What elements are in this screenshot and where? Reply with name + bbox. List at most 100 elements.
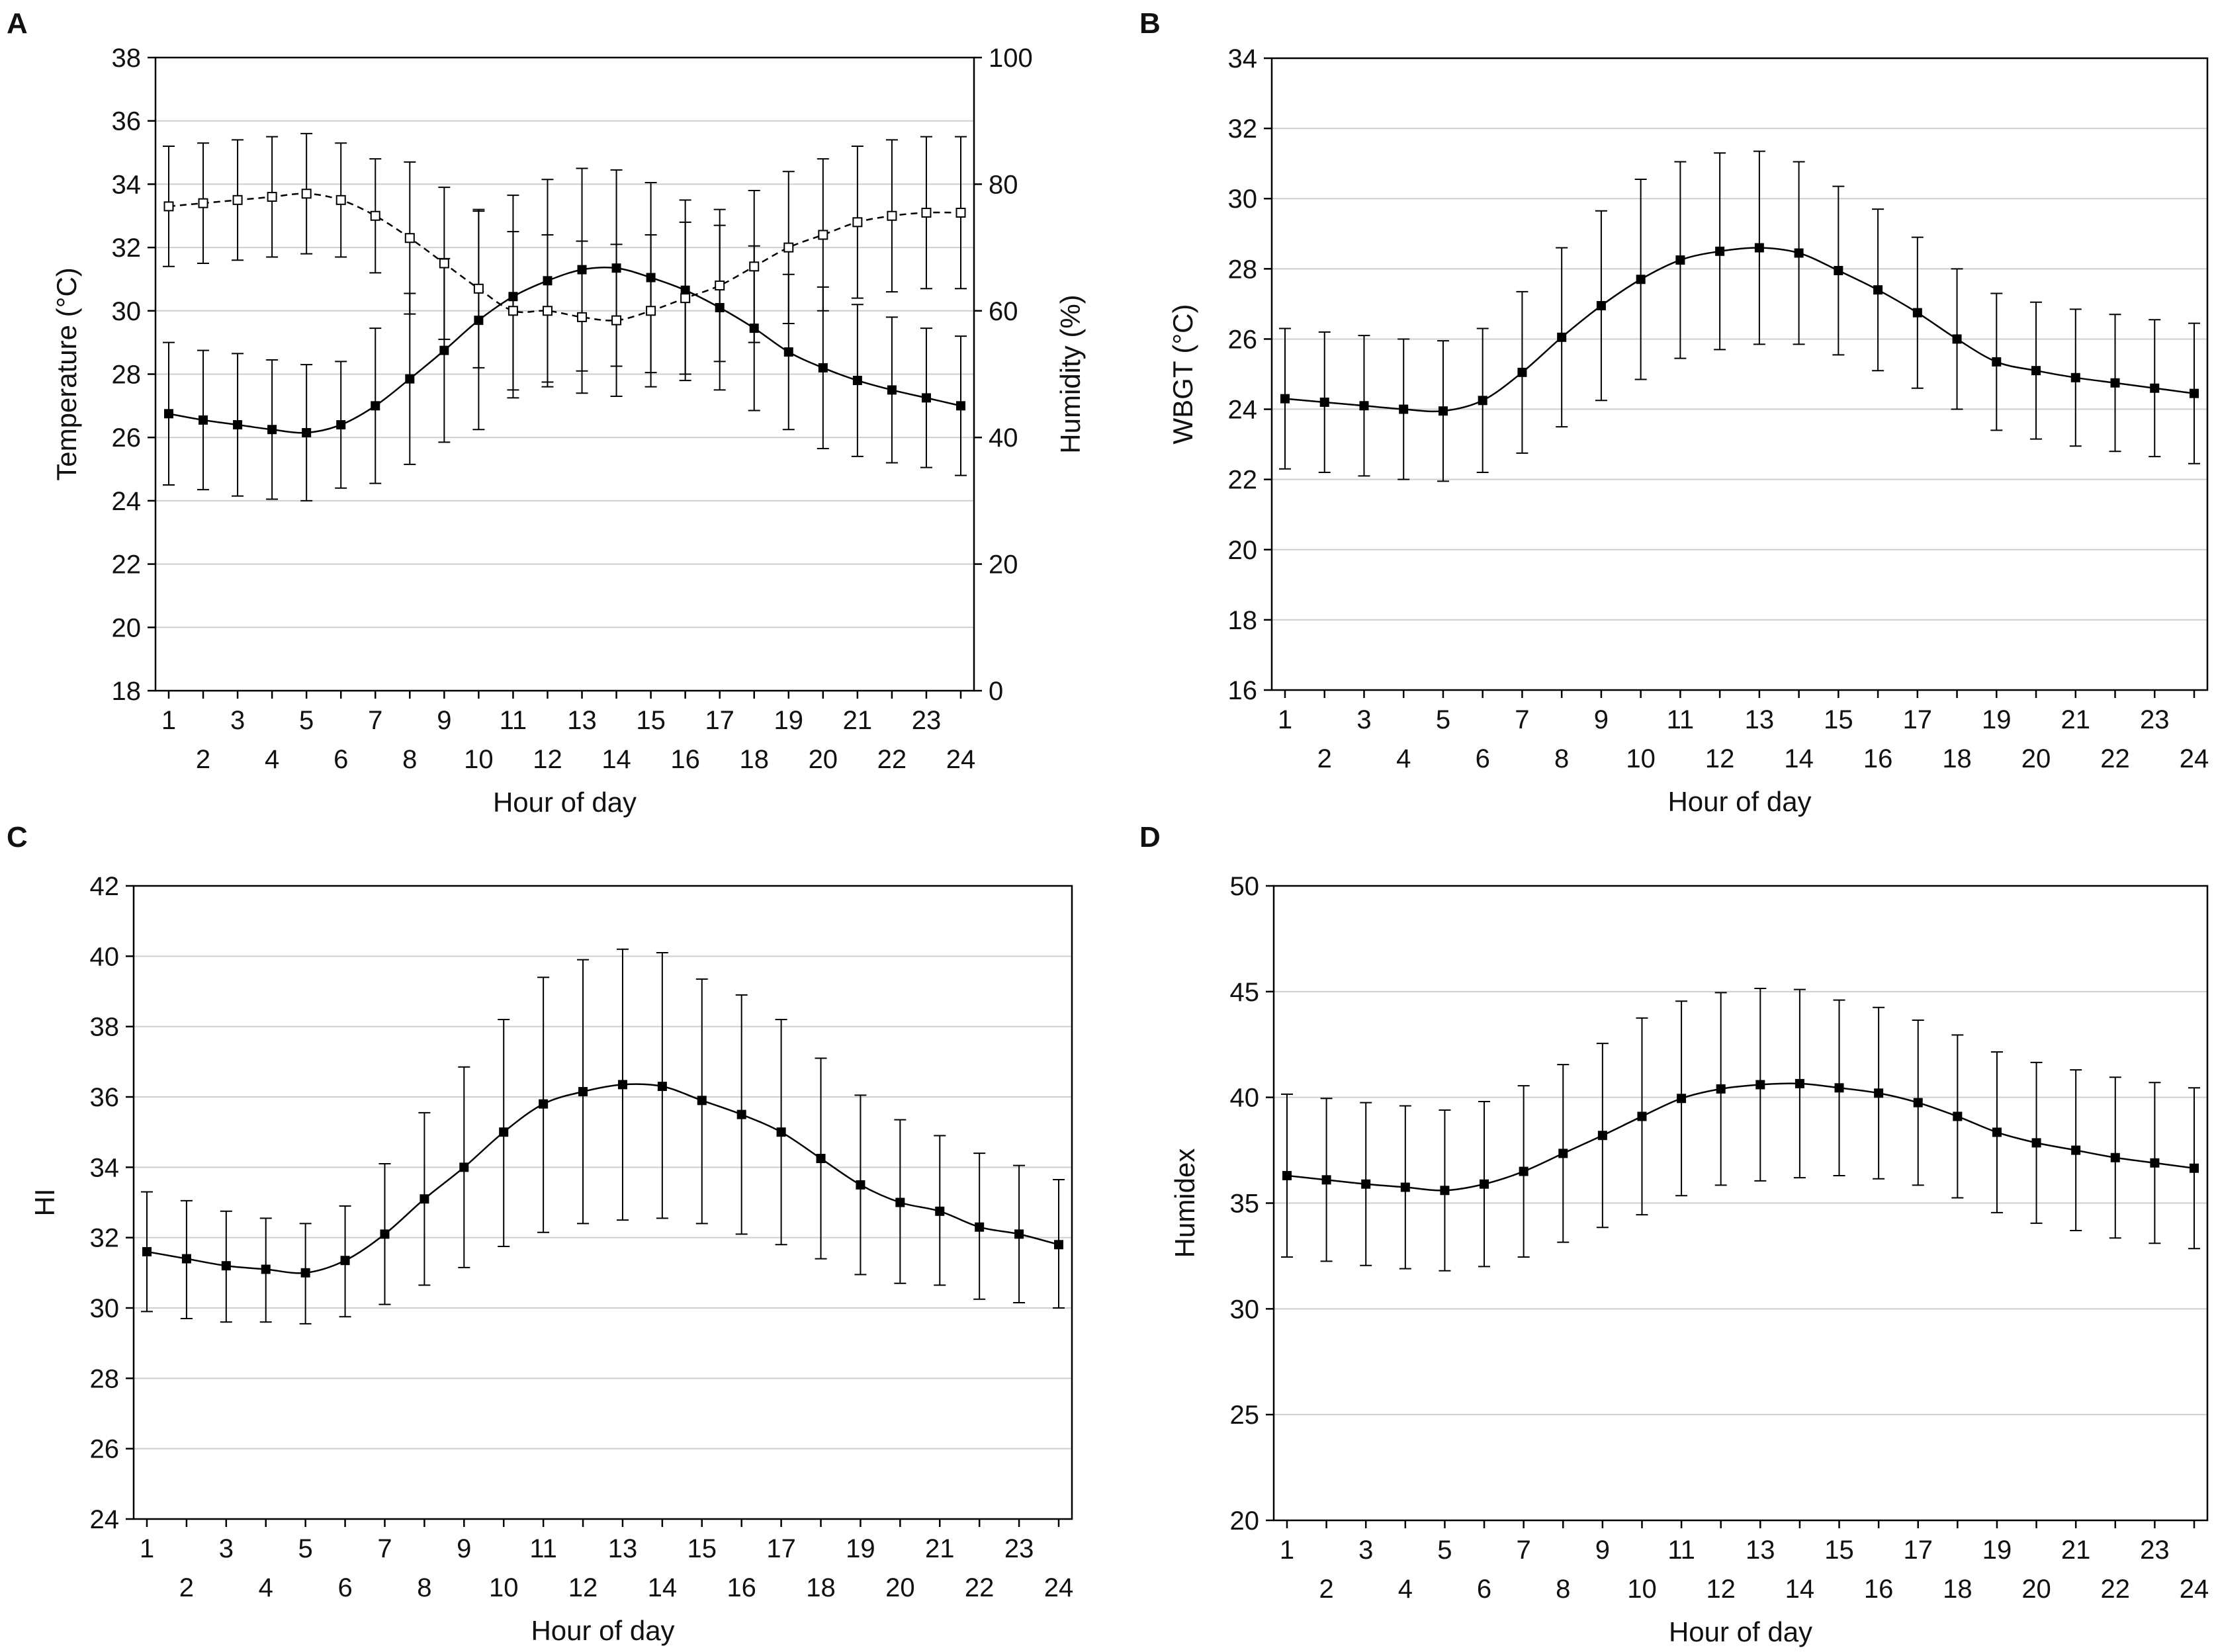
x-tick-label: 4 — [259, 1573, 273, 1602]
y2-tick-label: 40 — [989, 423, 1018, 453]
x-tick-label: 7 — [377, 1534, 392, 1563]
data-point — [164, 409, 173, 419]
data-point — [1636, 275, 1646, 284]
panel-letter: D — [1139, 821, 1161, 853]
x-tick-label: 10 — [464, 745, 494, 774]
y-tick-label: 34 — [1228, 44, 1258, 73]
y2-tick-label: 20 — [989, 550, 1018, 580]
data-point — [1519, 1166, 1529, 1176]
x-tick-label: 22 — [965, 1573, 995, 1602]
y-axis-label: HI — [29, 1189, 60, 1217]
y-tick-label: 20 — [112, 613, 142, 642]
data-point — [921, 207, 932, 218]
x-tick-label: 9 — [1595, 1536, 1610, 1565]
data-point — [736, 1109, 746, 1119]
x-tick-label: 9 — [457, 1534, 471, 1563]
x-tick-label: 3 — [230, 706, 245, 735]
data-point — [2110, 1152, 2120, 1162]
data-point — [921, 393, 931, 403]
data-point — [439, 258, 449, 269]
x-tick-label: 23 — [912, 706, 942, 735]
y-tick-label: 50 — [1230, 872, 1260, 901]
y-tick-label: 26 — [112, 423, 142, 453]
x-tick-label: 3 — [219, 1534, 234, 1563]
y-tick-label: 28 — [112, 361, 142, 390]
x-tick-label: 16 — [670, 745, 700, 774]
x-tick-label: 6 — [337, 1573, 352, 1602]
x-tick-label: 20 — [809, 745, 838, 774]
x-tick-label: 13 — [608, 1534, 638, 1563]
data-point — [439, 345, 449, 355]
x-tick-label: 9 — [437, 706, 451, 735]
x-tick-label: 18 — [1942, 744, 1972, 773]
data-point — [852, 376, 862, 386]
x-axis-label: Hour of day — [1669, 1616, 1812, 1647]
y-axis-label: Humidex — [1169, 1149, 1200, 1258]
x-tick-label: 10 — [1626, 744, 1656, 773]
panel-letter: A — [7, 7, 28, 40]
y-tick-label: 36 — [90, 1083, 120, 1112]
data-point — [818, 363, 828, 372]
x-axis-label: Hour of day — [531, 1615, 674, 1646]
x-tick-label: 2 — [179, 1573, 194, 1602]
data-point — [2150, 383, 2160, 393]
x-tick-label: 3 — [1358, 1536, 1373, 1565]
series-humidity — [163, 132, 967, 397]
series-temperature — [163, 167, 967, 501]
x-tick-label: 17 — [1903, 705, 1933, 734]
y-tick-label: 26 — [90, 1435, 120, 1464]
x-tick-label: 22 — [2100, 744, 2130, 773]
data-point — [1675, 255, 1685, 265]
x-tick-label: 18 — [1943, 1575, 1972, 1604]
x-tick-label: 5 — [1436, 705, 1450, 734]
data-point — [1438, 406, 1448, 416]
data-point — [1795, 1078, 1804, 1088]
x-tick-label: 11 — [500, 706, 527, 735]
x-tick-label: 9 — [1594, 705, 1609, 734]
data-point — [1399, 404, 1409, 414]
data-point — [267, 192, 277, 202]
data-point — [783, 242, 794, 253]
y-tick-label: 18 — [112, 677, 142, 706]
x-tick-label: 1 — [140, 1534, 154, 1563]
data-point — [577, 312, 588, 322]
data-point — [1992, 357, 2002, 367]
x-tick-label: 4 — [265, 745, 279, 774]
data-point — [1912, 308, 1922, 318]
x-tick-label: 23 — [2140, 705, 2170, 734]
x-tick-label: 15 — [1824, 705, 1853, 734]
y-tick-label: 28 — [1228, 255, 1258, 284]
y-tick-label: 26 — [1228, 325, 1258, 354]
x-tick-label: 14 — [1784, 744, 1814, 773]
x-tick-label: 19 — [774, 706, 804, 735]
x-tick-label: 15 — [687, 1534, 717, 1563]
data-point — [816, 1154, 826, 1164]
data-point — [1992, 1127, 2002, 1137]
data-point — [956, 401, 965, 411]
y-tick-label: 24 — [112, 487, 142, 516]
data-point — [142, 1246, 152, 1256]
x-tick-label: 6 — [1477, 1575, 1491, 1604]
data-point — [2070, 372, 2080, 382]
data-point — [657, 1082, 667, 1092]
data-point — [1558, 1149, 1568, 1158]
data-point — [697, 1096, 707, 1106]
y-tick-label: 32 — [90, 1224, 120, 1253]
y-tick-label: 16 — [1228, 676, 1258, 705]
y-tick-label: 42 — [90, 872, 120, 901]
data-point — [2150, 1158, 2160, 1168]
x-tick-label: 18 — [739, 745, 769, 774]
series-line — [1284, 247, 2195, 413]
data-point — [1677, 1094, 1687, 1104]
y-tick-label: 28 — [90, 1364, 120, 1393]
data-point — [267, 425, 277, 435]
data-point — [1282, 1170, 1292, 1180]
data-point — [1913, 1098, 1923, 1108]
data-point — [261, 1264, 271, 1274]
x-tick-label: 1 — [1278, 705, 1292, 734]
x-tick-label: 15 — [1824, 1536, 1854, 1565]
x-tick-label: 16 — [1863, 744, 1893, 773]
data-point — [1794, 248, 1804, 258]
x-tick-label: 14 — [648, 1573, 678, 1602]
